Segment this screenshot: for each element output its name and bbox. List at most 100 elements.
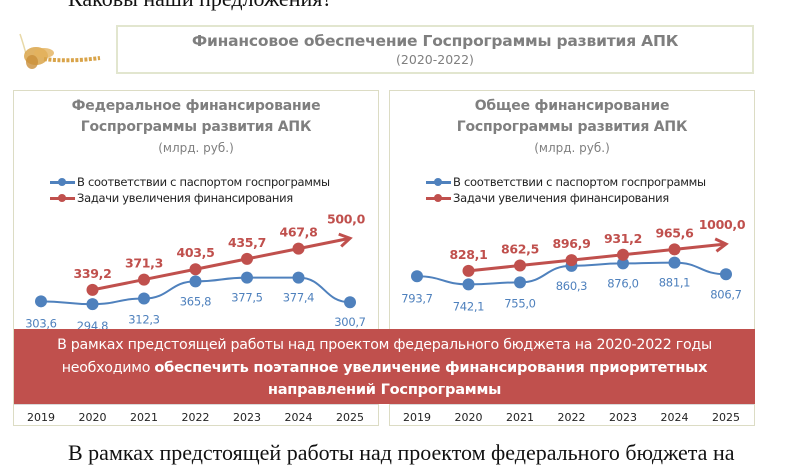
data-point bbox=[344, 296, 356, 309]
legend-label: Задачи увеличения финансирования bbox=[77, 191, 293, 205]
legend-blue-marker-icon bbox=[426, 177, 451, 187]
data-label: 312,3 bbox=[128, 313, 159, 327]
x-tick-label: 2025 bbox=[712, 411, 740, 424]
x-axis: 2019 2020 2021 2022 2023 2024 2025 bbox=[14, 404, 378, 427]
data-point bbox=[292, 242, 305, 255]
data-label: 403,5 bbox=[176, 245, 214, 260]
data-point bbox=[462, 264, 475, 277]
banner-line3: направлений Госпрограммы bbox=[14, 379, 755, 402]
data-label: 371,3 bbox=[125, 256, 163, 271]
chart-units: (млрд. руб.) bbox=[534, 141, 610, 155]
data-point bbox=[189, 275, 202, 288]
banner-line2-emphasis: обеспечить поэтапное увеличение финансир… bbox=[154, 358, 708, 376]
data-label: 755,0 bbox=[504, 296, 535, 310]
x-tick-label: 2025 bbox=[336, 411, 364, 424]
x-tick-label: 2023 bbox=[233, 411, 261, 424]
x-axis: 2019 2020 2021 2022 2023 2024 2025 bbox=[390, 404, 754, 427]
x-tick-label: 2024 bbox=[284, 411, 313, 424]
data-point bbox=[514, 276, 526, 289]
x-tick-label: 2023 bbox=[609, 411, 637, 424]
legend-label: В соответствии с паспортом госпрограммы bbox=[77, 175, 330, 189]
x-tick-label: 2019 bbox=[403, 411, 431, 424]
data-point bbox=[617, 257, 629, 270]
legend-item-passport: В соответствии с паспортом госпрограммы bbox=[426, 174, 706, 190]
data-label: 931,2 bbox=[604, 231, 642, 246]
legend-item-targets: Задачи увеличения финансирования bbox=[426, 190, 706, 206]
chart-title: Федеральное финансирование Госпрограммы … bbox=[14, 96, 378, 138]
data-point bbox=[241, 271, 253, 284]
data-point bbox=[462, 278, 475, 291]
data-label: 965,6 bbox=[655, 225, 694, 240]
data-point bbox=[138, 273, 150, 286]
conclusion-banner: В рамках предстоящей работы над проектом… bbox=[14, 329, 755, 404]
line-chart-total: 793,7 742,1 755,0 860,3 876,0 881,1 806,7 828,1… bbox=[401, 217, 746, 313]
x-tick-label: 2022 bbox=[181, 411, 210, 424]
series-line-1 bbox=[92, 236, 351, 292]
banner-line3-emphasis: направлений Госпрограммы bbox=[267, 381, 502, 398]
chart-legend: В соответствии с паспортом госпрограммы … bbox=[426, 174, 706, 206]
document-paragraph: В рамках предстоящей работы над проектом… bbox=[68, 440, 735, 465]
data-label: 828,1 bbox=[449, 247, 487, 262]
data-point bbox=[241, 252, 253, 265]
data-label: 806,7 bbox=[710, 287, 741, 301]
chart-title-line1: Федеральное финансирование bbox=[71, 98, 321, 114]
legend-item-targets: Задачи увеличения финансирования bbox=[50, 190, 330, 206]
chart-title-line2: Госпрограммы развития АПК bbox=[456, 119, 688, 135]
chart-legend: В соответствии с паспортом госпрограммы … bbox=[50, 174, 330, 206]
banner-line1: В рамках предстоящей работы над проектом… bbox=[57, 337, 712, 353]
data-point bbox=[668, 243, 681, 256]
data-label: 1000,0 bbox=[699, 217, 746, 232]
data-label: 742,1 bbox=[453, 299, 484, 313]
document-heading: Каковы наши предложения? bbox=[68, 0, 332, 12]
data-label: 300,7 bbox=[334, 315, 365, 329]
data-point bbox=[617, 248, 629, 261]
data-point bbox=[86, 283, 99, 296]
x-tick-label: 2020 bbox=[78, 411, 107, 424]
chart-units: (млрд. руб.) bbox=[158, 141, 234, 155]
data-point bbox=[668, 256, 681, 269]
data-label: 435,7 bbox=[228, 235, 266, 250]
x-tick-label: 2021 bbox=[130, 411, 158, 424]
data-label: 876,0 bbox=[607, 276, 638, 290]
page-title: Финансовое обеспечение Госпрограммы разв… bbox=[191, 32, 679, 50]
data-point bbox=[292, 271, 305, 284]
page-subtitle: (2020-2022) bbox=[396, 52, 474, 67]
data-label: 377,5 bbox=[231, 291, 262, 305]
data-label: 896,9 bbox=[552, 236, 590, 251]
chart-title: Общее финансирование Госпрограммы развит… bbox=[390, 96, 754, 138]
data-label: 793,7 bbox=[401, 291, 432, 305]
data-point bbox=[86, 298, 99, 311]
data-label: 303,6 bbox=[25, 316, 56, 330]
arrow-head-icon bbox=[714, 237, 729, 253]
legend-item-passport: В соответствии с паспортом госпрограммы bbox=[50, 174, 330, 190]
banner-line2-prefix: необходимо bbox=[61, 359, 155, 376]
data-point bbox=[189, 263, 202, 276]
x-tick-label: 2020 bbox=[454, 411, 483, 424]
legend-blue-marker-icon bbox=[50, 177, 75, 187]
data-label: 339,2 bbox=[73, 266, 111, 281]
data-label: 500,0 bbox=[327, 211, 366, 226]
data-point bbox=[411, 270, 423, 283]
series-line-1 bbox=[468, 242, 727, 273]
data-label: 860,3 bbox=[556, 279, 587, 293]
data-point bbox=[720, 268, 732, 281]
chart-title-line1: Общее финансирование bbox=[474, 98, 670, 114]
data-label: 467,8 bbox=[279, 225, 317, 240]
wheat-icon bbox=[19, 33, 101, 69]
legend-label: В соответствии с паспортом госпрограммы bbox=[453, 175, 706, 189]
header-title-box: Финансовое обеспечение Госпрограммы разв… bbox=[116, 25, 754, 74]
arrow-head-icon bbox=[338, 232, 353, 248]
x-tick-label: 2019 bbox=[27, 411, 55, 424]
data-label: 377,4 bbox=[283, 291, 314, 305]
banner-line2: необходимо обеспечить поэтапное увеличен… bbox=[14, 357, 755, 380]
chart-title-line2: Госпрограммы развития АПК bbox=[80, 119, 312, 135]
x-tick-label: 2024 bbox=[660, 411, 689, 424]
data-point bbox=[514, 259, 526, 272]
legend-label: Задачи увеличения финансирования bbox=[453, 191, 669, 205]
data-point bbox=[138, 292, 150, 305]
data-point bbox=[35, 295, 47, 308]
data-label: 881,1 bbox=[659, 276, 690, 290]
data-label: 862,5 bbox=[501, 242, 539, 257]
data-point bbox=[565, 254, 578, 267]
legend-red-marker-icon bbox=[50, 193, 75, 203]
